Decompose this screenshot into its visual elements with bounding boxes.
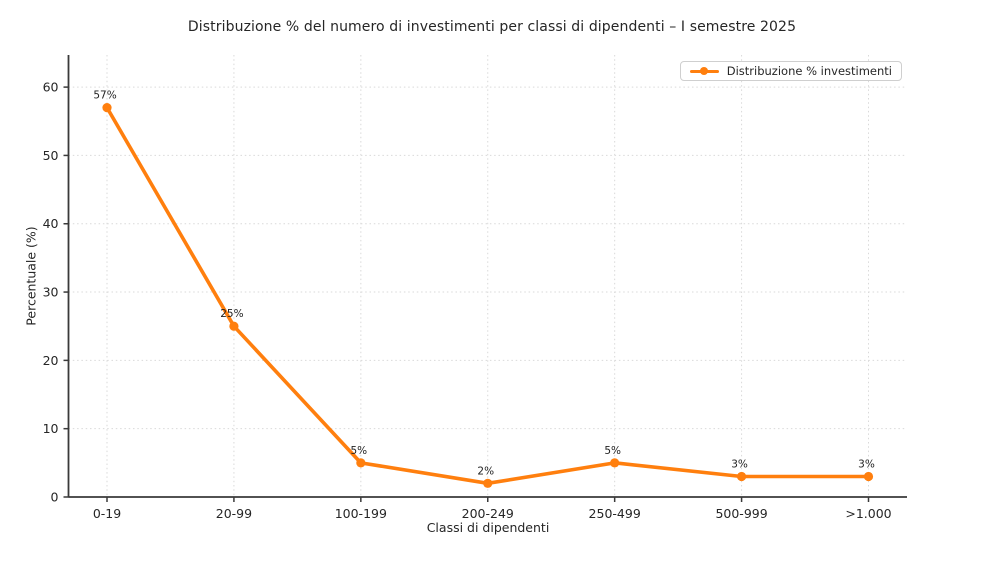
x-tick-label: 0-19 [93,506,121,521]
x-tick-label: >1.000 [845,506,891,521]
x-tick-label: 500-999 [715,506,767,521]
y-axis-label: Percentuale (%) [23,226,39,326]
y-tick-label: 60 [43,80,59,95]
x-tick-label: 20-99 [216,506,252,521]
data-point-label: 25% [220,308,243,320]
data-point-label: 2% [477,465,494,477]
data-point-marker [229,321,239,331]
data-point-marker [610,458,620,468]
data-point-label: 3% [858,459,875,471]
y-tick-label: 50 [43,148,59,163]
x-tick-label: 250-499 [589,506,641,521]
legend-line-marker-icon [689,66,719,76]
data-point-label: 5% [604,445,621,457]
y-tick-label: 30 [43,285,59,300]
x-tick-label: 100-199 [335,506,387,521]
y-tick-label: 10 [43,421,59,436]
y-tick-label: 0 [51,490,59,505]
x-tick-label: 200-249 [462,506,514,521]
x-axis-label: Classi di dipendenti [426,520,550,535]
legend-label: Distribuzione % investimenti [726,64,892,78]
legend: Distribuzione % investimenti [679,61,902,81]
data-point-label: 5% [350,445,367,457]
data-point-marker [102,103,112,113]
chart-title: Distribuzione % del numero di investimen… [187,19,797,35]
y-tick-label: 20 [43,353,59,368]
data-point-label: 57% [93,90,116,102]
data-point-marker [736,471,747,482]
data-point-label: 3% [731,459,748,471]
y-tick-label: 40 [43,216,59,231]
data-point-marker [356,458,366,468]
data-point-marker [863,471,874,482]
data-point-marker [483,478,493,488]
